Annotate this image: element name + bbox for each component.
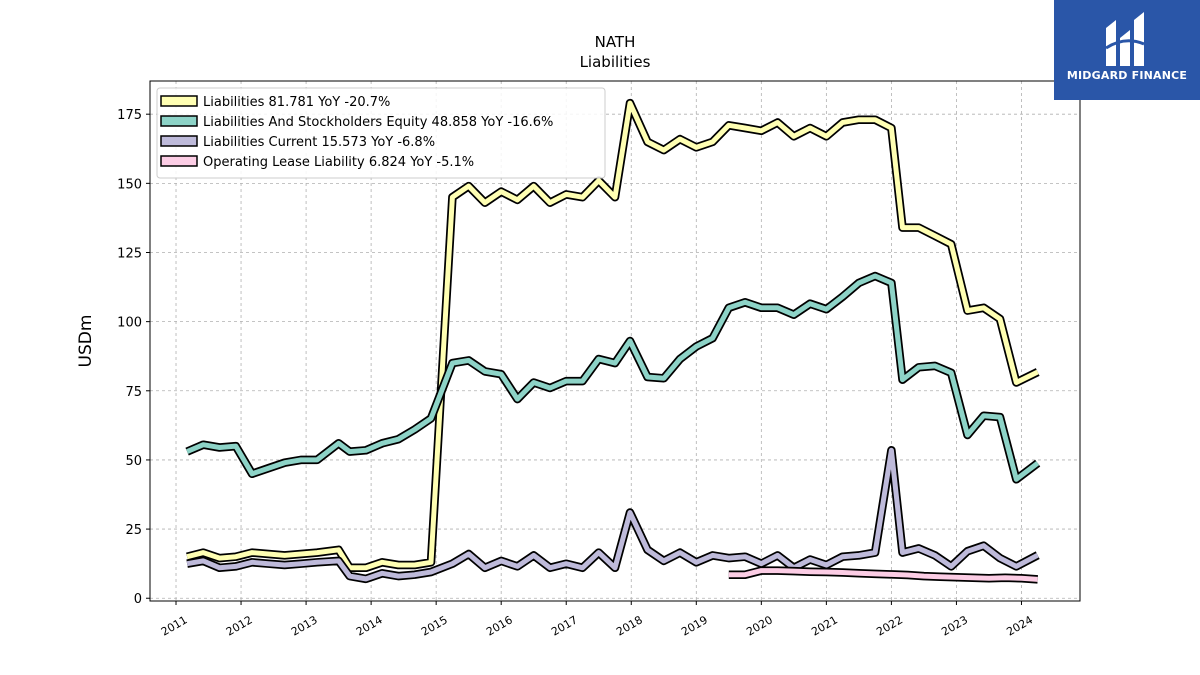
series-line xyxy=(186,100,1039,571)
legend-entry: Liabilities 81.781 YoY -20.7% xyxy=(160,95,390,110)
series-line xyxy=(186,273,1040,482)
y-axis-label: USDm xyxy=(76,315,96,368)
y-axis: 0 25 50 75 100 125 150 175 xyxy=(117,108,150,607)
legend-box xyxy=(156,87,606,179)
chart-subtitle-text: Liabilities xyxy=(580,53,651,71)
y-tick-label: 175 xyxy=(117,108,142,123)
legend-label: Operating Lease Liability 6.824 YoY -5.1… xyxy=(203,155,474,170)
x-tick-label: 2022 xyxy=(874,613,905,638)
series-line xyxy=(728,568,1038,582)
legend-swatch xyxy=(160,115,198,127)
x-tick-label: 2020 xyxy=(744,613,775,638)
brand-name: MIDGARD FINANCE xyxy=(1066,69,1188,82)
y-tick-label: 75 xyxy=(125,385,142,400)
legend-entry: Liabilities And Stockholders Equity 48.8… xyxy=(160,115,553,130)
legend-entry: Operating Lease Liability 6.824 YoY -5.1… xyxy=(160,155,474,170)
x-tick-label: 2017 xyxy=(549,613,580,638)
x-tick-label: 2024 xyxy=(1004,613,1035,638)
chart-title: NATH Liabilities xyxy=(580,33,651,71)
x-axis: 2011 2012 2013 2014 2015 2016 2017 2018 2019 2020… xyxy=(159,601,1035,639)
y-tick-label: 100 xyxy=(117,316,142,331)
series-liabilities-and-stockholders-equity xyxy=(185,271,1041,484)
series-liabilities xyxy=(186,98,1040,573)
series-line-outline xyxy=(185,271,1041,484)
x-tick-label: 2016 xyxy=(484,613,515,638)
legend-swatch xyxy=(160,95,198,107)
y-tick-label: 0 xyxy=(134,592,142,607)
legend-swatch xyxy=(160,155,198,167)
y-tick-label: 25 xyxy=(125,523,142,538)
y-tick-label: 50 xyxy=(125,454,142,469)
plot-area-frame xyxy=(149,80,1081,602)
series-layer xyxy=(185,98,1041,584)
midgard-logo-icon xyxy=(1105,12,1145,66)
y-tick-label: 150 xyxy=(117,177,142,192)
series-liabilities-current xyxy=(186,446,1040,584)
x-tick-label: 2011 xyxy=(159,613,190,638)
x-tick-label: 2018 xyxy=(614,613,645,638)
series-line xyxy=(186,447,1039,582)
y-tick-label: 125 xyxy=(117,246,142,261)
legend-swatch xyxy=(160,135,198,147)
chart-title-text: NATH xyxy=(595,33,636,51)
chart-legend: Liabilities 81.781 YoY -20.7% Liabilities… xyxy=(156,87,606,179)
series-line-outline xyxy=(186,446,1040,584)
midgard-finance-logo: MIDGARD FINANCE xyxy=(1054,0,1200,100)
legend-entry: Liabilities Current 15.573 YoY -6.8% xyxy=(160,135,435,150)
x-tick-label: 2015 xyxy=(419,613,450,638)
legend-label: Liabilities And Stockholders Equity 48.8… xyxy=(203,115,553,130)
series-operating-lease-liability xyxy=(728,566,1038,584)
x-tick-label: 2013 xyxy=(289,613,320,638)
x-tick-label: 2023 xyxy=(939,613,970,638)
x-tick-label: 2012 xyxy=(224,613,255,638)
x-tick-label: 2021 xyxy=(809,613,840,638)
x-tick-label: 2014 xyxy=(354,613,385,638)
x-tick-label: 2019 xyxy=(679,613,710,638)
legend-label: Liabilities 81.781 YoY -20.7% xyxy=(203,95,390,110)
legend-label: Liabilities Current 15.573 YoY -6.8% xyxy=(203,135,435,150)
